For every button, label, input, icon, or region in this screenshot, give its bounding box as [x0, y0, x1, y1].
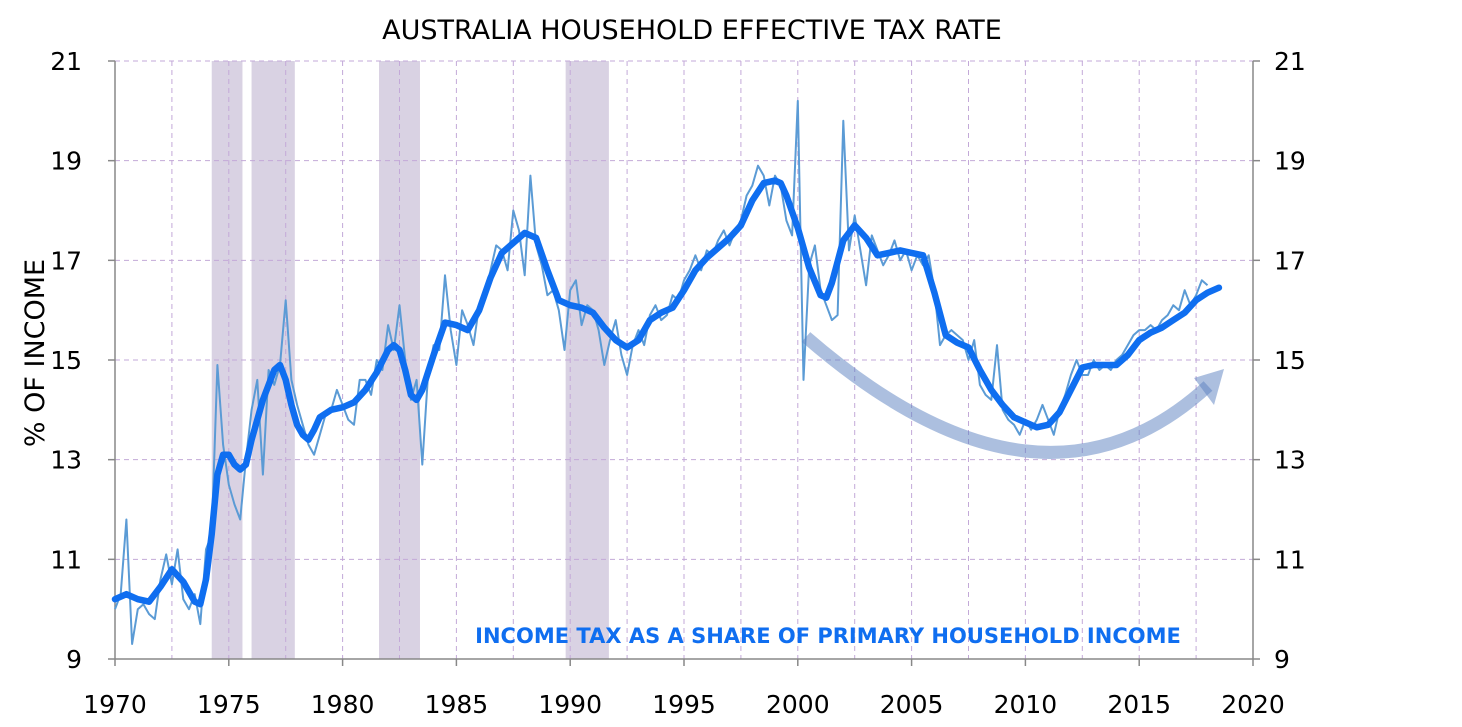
trend-arrow-shaft — [801, 332, 1213, 459]
x-tick-label: 1970 — [83, 690, 147, 719]
y-tick-label-left: 21 — [50, 47, 82, 76]
x-tick-label: 1980 — [311, 690, 375, 719]
axes — [108, 60, 1260, 666]
x-tick-label: 2020 — [1221, 690, 1285, 719]
x-tick-label: 2000 — [766, 690, 830, 719]
x-tick-label: 2005 — [880, 690, 944, 719]
y-tick-label-right: 13 — [1274, 446, 1306, 475]
x-tick-label: 2015 — [1107, 690, 1171, 719]
gridlines — [115, 60, 1253, 659]
y-axis-label: % OF INCOME — [20, 259, 51, 447]
x-tick-label: 2010 — [994, 690, 1058, 719]
y-tick-label-left: 17 — [50, 246, 82, 275]
y-tick-label-right: 21 — [1274, 47, 1306, 76]
y-tick-label-left: 19 — [50, 147, 82, 176]
y-tick-label-right: 9 — [1274, 645, 1290, 674]
tick-labels: 9 9 11 11 13 13 15 15 17 17 19 19 21 21 1970 1975 1980 19… — [50, 47, 1306, 719]
smoothed-tax-rate-line — [111, 177, 1223, 608]
trend-arrow-head — [1194, 369, 1224, 405]
y-tick-label-right: 19 — [1274, 147, 1306, 176]
series-group — [111, 99, 1223, 645]
series-annotation: INCOME TAX AS A SHARE OF PRIMARY HOUSEHO… — [475, 624, 1181, 648]
y-tick-label-left: 11 — [50, 545, 82, 574]
y-tick-label-right: 11 — [1274, 545, 1306, 574]
y-tick-label-right: 17 — [1274, 246, 1306, 275]
x-tick-label: 1990 — [538, 690, 602, 719]
x-tick-label: 1995 — [652, 690, 716, 719]
y-tick-label-right: 15 — [1274, 346, 1306, 375]
trend-arrow-group — [801, 332, 1224, 459]
chart-title: AUSTRALIA HOUSEHOLD EFFECTIVE TAX RATE — [382, 15, 1002, 46]
x-tick-label: 1985 — [425, 690, 489, 719]
y-tick-label-left: 15 — [50, 346, 82, 375]
y-tick-label-left: 9 — [66, 645, 82, 674]
y-tick-label-left: 13 — [50, 446, 82, 475]
x-tick-label: 1975 — [197, 690, 261, 719]
